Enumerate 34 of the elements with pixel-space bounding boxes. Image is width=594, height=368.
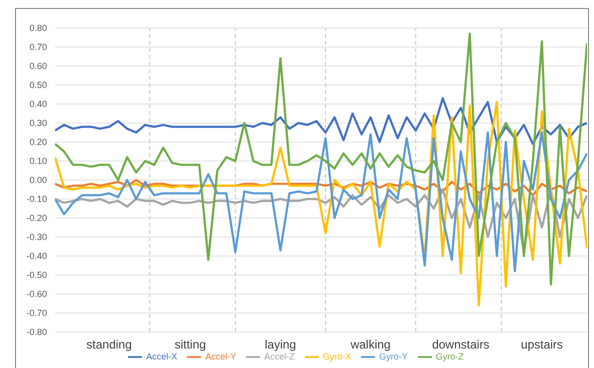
legend-label: Gyro-X [322,351,352,362]
y-tick-label: -0.70 [26,308,47,318]
legend-label: Gyro-Z [436,351,464,362]
y-tick-label: 0.00 [29,175,47,186]
y-tick-label: -0.50 [26,270,47,280]
y-tick-label: -0.60 [26,289,47,300]
line-series [55,101,587,306]
legend-label: Accel-X [146,351,178,362]
x-tick-label: standing [86,338,132,352]
line-series [55,178,587,196]
line-series [55,32,587,286]
legend-label: Accel-Z [264,351,295,362]
y-tick-label: 0.40 [29,99,47,110]
x-tick-label: upstairs [520,338,563,352]
y-tick-label: 0.30 [29,118,47,128]
y-tick-label: 0.70 [29,42,47,52]
line-series [55,97,587,145]
y-tick-label: 0.80 [29,23,47,34]
y-tick-label: 0.50 [29,80,47,90]
legend-label: Accel-Y [205,351,236,362]
y-tick-label: 0.60 [29,61,47,72]
y-tick-label: -0.20 [26,213,47,224]
y-tick-label: -0.40 [26,251,47,262]
y-tick-label: -0.80 [26,327,47,338]
legend-label: Gyro-Y [379,351,408,362]
y-tick-label: 0.20 [29,137,47,148]
y-tick-label: -0.10 [26,194,47,204]
line-series [55,131,587,272]
x-tick-label: sitting [174,338,206,352]
x-tick-label: downstairs [432,338,490,352]
x-tick-label: laying [264,338,296,352]
y-tick-label: 0.10 [29,156,47,166]
x-tick-label: walking [350,338,391,352]
y-tick-label: -0.30 [26,232,47,242]
